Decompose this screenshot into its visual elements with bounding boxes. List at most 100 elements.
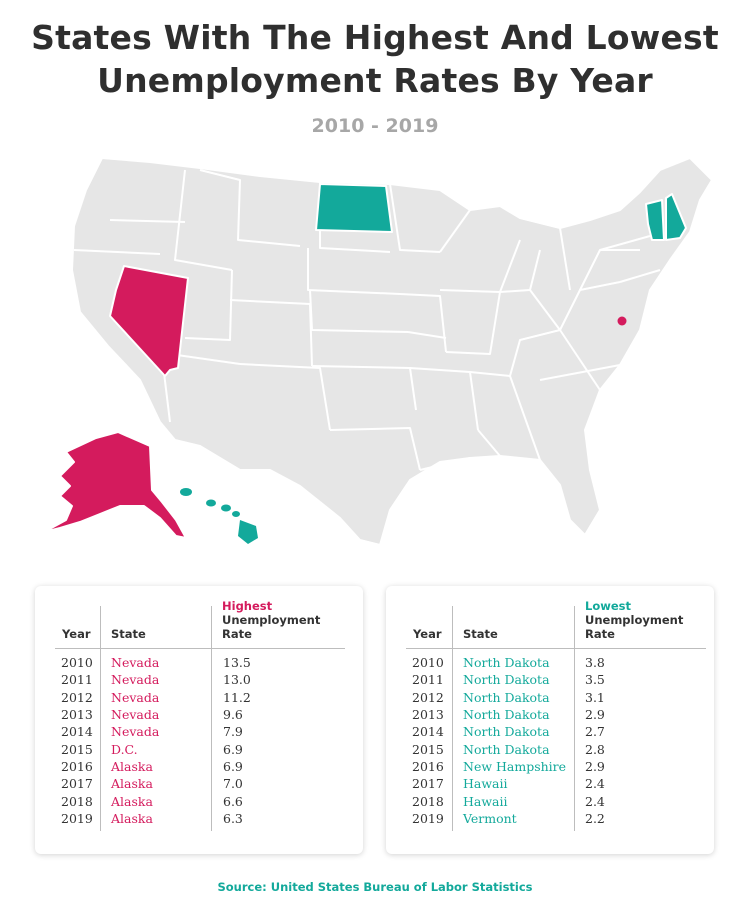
row-state: North Dakota xyxy=(463,689,550,705)
row-year: 2019 xyxy=(412,811,444,827)
row-year: 2019 xyxy=(61,811,93,827)
state-north-dakota xyxy=(315,183,393,233)
state-header: State xyxy=(463,627,498,641)
table-row: 2013 Nevada 9.6 xyxy=(35,707,363,724)
row-year: 2011 xyxy=(61,672,93,688)
row-rate: 13.0 xyxy=(223,672,251,688)
row-state: North Dakota xyxy=(463,672,550,688)
row-state: Nevada xyxy=(111,672,160,688)
row-year: 2016 xyxy=(412,759,444,775)
column-divider xyxy=(452,606,453,831)
table-row: 2015 North Dakota 2.8 xyxy=(386,742,714,759)
row-rate: 2.9 xyxy=(585,707,605,723)
table-row: 2010 Nevada 13.5 xyxy=(35,655,363,672)
contiguous-us-land xyxy=(71,157,713,546)
table-row: 2019 Alaska 6.3 xyxy=(35,811,363,828)
table-row: 2018 Hawaii 2.4 xyxy=(386,794,714,811)
lowest-unemployment-table: Lowest Unemployment Rate Year State 2010… xyxy=(386,586,714,854)
rate-header-line2: Unemployment xyxy=(585,613,684,627)
row-year: 2015 xyxy=(61,741,93,757)
row-rate: 3.1 xyxy=(585,689,605,705)
row-year: 2018 xyxy=(412,793,444,809)
rate-header-line2: Unemployment xyxy=(222,613,321,627)
table-row: 2013 North Dakota 2.9 xyxy=(386,707,714,724)
rate-header-line3: Rate xyxy=(222,627,252,641)
year-range-subtitle: 2010 - 2019 xyxy=(311,115,439,137)
highest-header-accent: Highest xyxy=(222,599,273,613)
row-state: Nevada xyxy=(111,724,160,740)
table-row: 2017 Alaska 7.0 xyxy=(35,776,363,793)
row-year: 2012 xyxy=(61,689,93,705)
lowest-header-accent: Lowest xyxy=(585,599,631,613)
row-rate: 2.8 xyxy=(585,741,605,757)
row-year: 2011 xyxy=(412,672,444,688)
table-row: 2014 North Dakota 2.7 xyxy=(386,724,714,741)
source-note: Source: United States Bureau of Labor St… xyxy=(217,880,533,894)
row-state: Nevada xyxy=(111,655,160,670)
row-state: North Dakota xyxy=(463,655,550,670)
row-year: 2010 xyxy=(61,655,93,670)
title-line-2: Unemployment Rates By Year xyxy=(97,61,653,100)
column-divider xyxy=(100,606,101,831)
year-header: Year xyxy=(62,627,91,641)
row-rate: 7.0 xyxy=(223,776,243,792)
row-rate: 6.6 xyxy=(223,793,243,809)
row-year: 2014 xyxy=(61,724,93,740)
row-state: Nevada xyxy=(111,689,160,705)
row-rate: 9.6 xyxy=(223,707,243,723)
row-state: North Dakota xyxy=(463,707,550,723)
state-nevada xyxy=(109,265,189,377)
table-row: 2012 North Dakota 3.1 xyxy=(386,690,714,707)
header-divider xyxy=(406,648,706,649)
row-rate: 2.4 xyxy=(585,793,605,809)
row-rate: 11.2 xyxy=(223,689,251,705)
table-row: 2016 New Hampshire 2.9 xyxy=(386,759,714,776)
row-state: Hawaii xyxy=(463,793,508,809)
row-year: 2013 xyxy=(412,707,444,723)
year-header: Year xyxy=(413,627,442,641)
row-state: Alaska xyxy=(111,811,153,827)
row-state: North Dakota xyxy=(463,741,550,757)
row-state: Alaska xyxy=(111,776,153,792)
table-row: 2015 D.C. 6.9 xyxy=(35,742,363,759)
highest-unemployment-table: Highest Unemployment Rate Year State 201… xyxy=(35,586,363,854)
row-state: New Hampshire xyxy=(463,759,567,775)
row-year: 2012 xyxy=(412,689,444,705)
rate-header-line3: Rate xyxy=(585,627,615,641)
page-title: States With The Highest And Lowest Unemp… xyxy=(0,16,750,102)
dc-marker xyxy=(617,316,627,326)
table-row: 2019 Vermont 2.2 xyxy=(386,811,714,828)
table-row: 2011 Nevada 13.0 xyxy=(35,672,363,689)
table-row: 2012 Nevada 11.2 xyxy=(35,690,363,707)
row-state: North Dakota xyxy=(463,724,550,740)
row-rate: 7.9 xyxy=(223,724,243,740)
row-year: 2016 xyxy=(61,759,93,775)
row-state: Nevada xyxy=(111,707,160,723)
row-rate: 6.9 xyxy=(223,741,243,757)
table-row: 2018 Alaska 6.6 xyxy=(35,794,363,811)
row-year: 2017 xyxy=(412,776,444,792)
row-rate: 6.9 xyxy=(223,759,243,775)
header-divider xyxy=(55,648,345,649)
state-hawaii xyxy=(180,488,258,544)
us-map xyxy=(43,157,713,546)
row-rate: 3.8 xyxy=(585,655,605,670)
state-vermont xyxy=(645,199,665,241)
row-year: 2018 xyxy=(61,793,93,809)
row-state: Hawaii xyxy=(463,776,508,792)
table-row: 2016 Alaska 6.9 xyxy=(35,759,363,776)
row-rate: 2.2 xyxy=(585,811,605,827)
row-rate: 6.3 xyxy=(223,811,243,827)
column-divider xyxy=(211,606,212,831)
row-year: 2015 xyxy=(412,741,444,757)
row-year: 2014 xyxy=(412,724,444,740)
row-rate: 13.5 xyxy=(223,655,251,670)
row-year: 2013 xyxy=(61,707,93,723)
column-divider xyxy=(574,606,575,831)
state-new-hampshire xyxy=(665,193,687,241)
table-row: 2014 Nevada 7.9 xyxy=(35,724,363,741)
table-row: 2017 Hawaii 2.4 xyxy=(386,776,714,793)
table-row: 2010 North Dakota 3.8 xyxy=(386,655,714,672)
row-rate: 2.4 xyxy=(585,776,605,792)
row-rate: 2.9 xyxy=(585,759,605,775)
